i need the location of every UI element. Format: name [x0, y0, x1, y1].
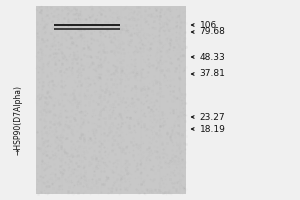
Text: →HSP90(D7Alpha): →HSP90(D7Alpha): [14, 85, 22, 155]
Text: 18.19: 18.19: [200, 124, 225, 134]
Bar: [36, 6, 186, 194]
Text: 79.68: 79.68: [200, 27, 225, 36]
Text: 37.81: 37.81: [200, 70, 225, 78]
Text: 48.33: 48.33: [200, 52, 225, 62]
Text: 23.27: 23.27: [200, 112, 225, 121]
Text: 106: 106: [200, 21, 217, 29]
Bar: [54, 28, 120, 30]
Bar: [54, 24, 120, 26]
